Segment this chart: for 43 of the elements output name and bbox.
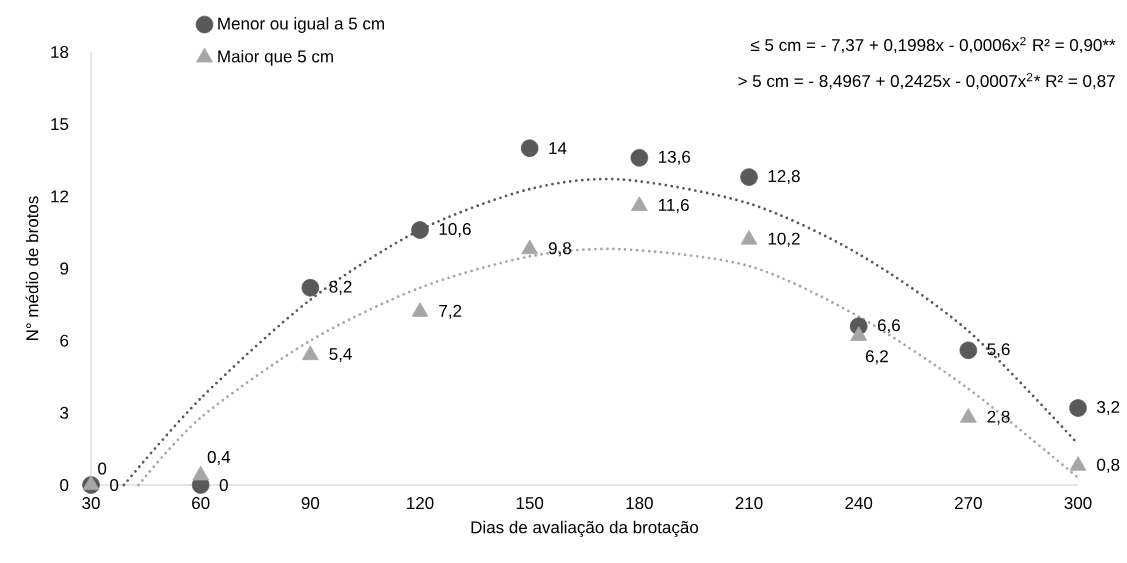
x-tick-label: 30 bbox=[82, 497, 100, 510]
data-label: 7,2 bbox=[439, 304, 462, 319]
y-tick-label: 0 bbox=[60, 479, 69, 492]
data-label: 0,8 bbox=[1097, 458, 1120, 473]
x-tick-label: 300 bbox=[1064, 497, 1092, 510]
data-label: 8,2 bbox=[329, 280, 352, 295]
annotation: > 5 cm = - 8,4967 + 0,2425x - 0,0007x$^{2}$* R² = 0,87 bbox=[738, 72, 1115, 90]
x-tick-label: 150 bbox=[516, 497, 544, 510]
x-tick-label: 120 bbox=[407, 497, 434, 510]
x-tick-label: 210 bbox=[735, 497, 763, 510]
legend-label: Maior que 5 cm bbox=[218, 49, 333, 66]
data-label: 6,6 bbox=[877, 319, 900, 334]
data-label: 14 bbox=[549, 142, 567, 155]
y-tick-label: 9 bbox=[60, 262, 69, 275]
data-label: 12,8 bbox=[768, 170, 800, 185]
data-label: 0 bbox=[110, 479, 119, 492]
y-axis-title: N° médio de brotos bbox=[25, 196, 39, 340]
x-tick-label: 90 bbox=[301, 497, 320, 510]
y-tick-label: 18 bbox=[51, 46, 69, 59]
y-tick-label: 12 bbox=[51, 190, 69, 203]
y-tick-label: 6 bbox=[60, 334, 69, 347]
y-tick-label: 3 bbox=[60, 406, 69, 419]
x-tick-label: 240 bbox=[845, 497, 873, 510]
data-label: 6,2 bbox=[865, 350, 888, 365]
data-label: 3,2 bbox=[1097, 401, 1120, 416]
data-label: 0,4 bbox=[207, 450, 231, 465]
data-label: 5,6 bbox=[987, 343, 1010, 358]
y-tick-label: 15 bbox=[51, 118, 69, 131]
x-axis-title: Dias de avaliação da brotação bbox=[471, 520, 699, 537]
x-tick-label: 180 bbox=[626, 497, 653, 510]
data-label: 13,6 bbox=[659, 150, 691, 165]
data-label: 9,8 bbox=[548, 242, 571, 257]
x-tick-label: 270 bbox=[955, 497, 982, 510]
data-label: 10,2 bbox=[768, 232, 800, 247]
data-label: 10,6 bbox=[439, 223, 471, 238]
data-label: 0 bbox=[98, 462, 107, 475]
data-label: 5,4 bbox=[329, 348, 352, 363]
data-label: 2,8 bbox=[987, 410, 1010, 425]
legend-label: Menor ou igual a 5 cm bbox=[218, 17, 384, 33]
annotation: ≤ 5 cm = - 7,37 + 0,1998x - 0,0006x$^{2}$ R² = 0,90** bbox=[750, 36, 1116, 54]
data-label: 0 bbox=[219, 479, 228, 492]
x-tick-label: 60 bbox=[192, 497, 210, 510]
data-label: 11,6 bbox=[659, 198, 689, 213]
